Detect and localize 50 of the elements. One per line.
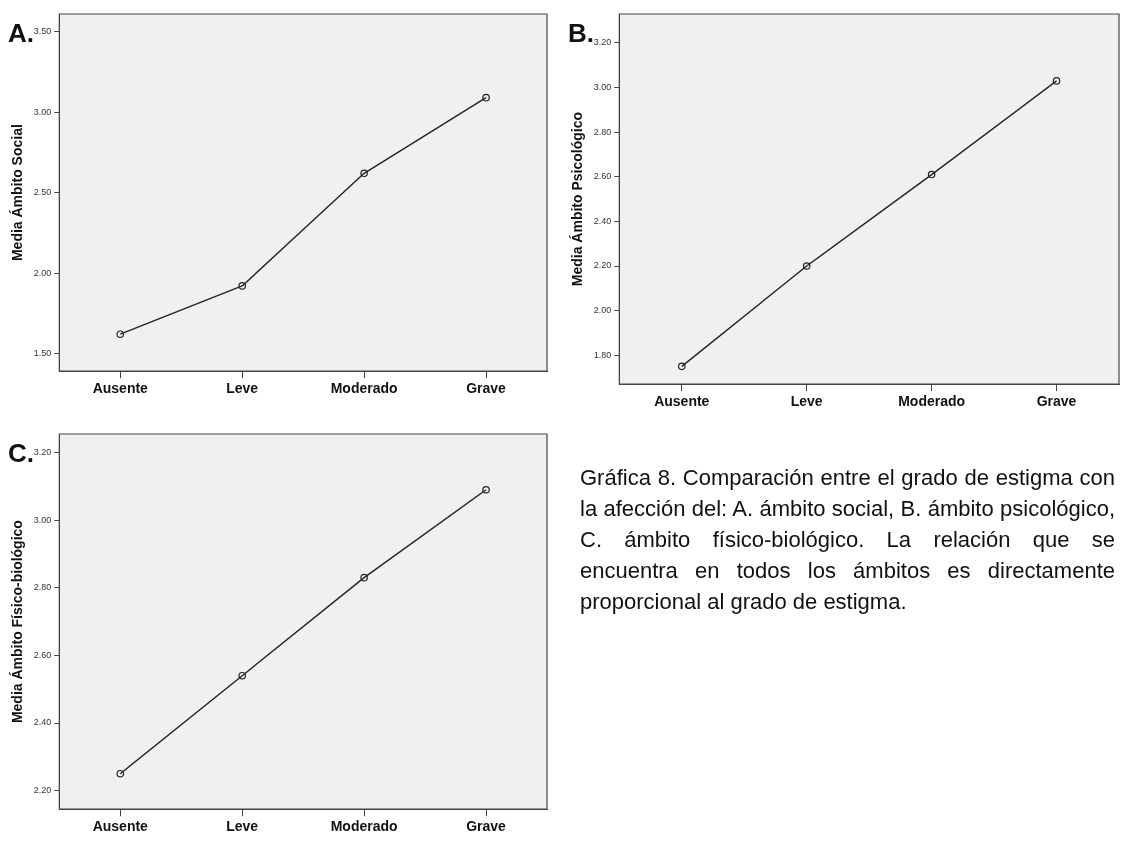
- x-tick-label: Grave: [1036, 393, 1077, 410]
- x-tick-label: Moderado: [330, 818, 398, 835]
- y-tick-label: 3.00: [33, 106, 52, 117]
- point: [677, 362, 686, 371]
- y-tick-label: 2.40: [593, 215, 612, 226]
- point: [360, 573, 368, 582]
- y-tick-label: 2.00: [33, 267, 52, 278]
- x-tick-label: Ausente: [92, 380, 149, 397]
- x-tick-label: Grave: [466, 818, 507, 835]
- point: [116, 330, 125, 338]
- point: [482, 485, 490, 494]
- x-tick-label: Ausente: [92, 818, 149, 835]
- y-tick-label: 3.20: [593, 37, 612, 48]
- y-tick-label: 1.50: [33, 347, 52, 358]
- chart-title: B.: [568, 18, 594, 49]
- y-tick-label: 3.00: [33, 514, 52, 525]
- x-tick-label: Moderado: [330, 380, 398, 397]
- chart-title: C.: [8, 438, 34, 469]
- y-tick-label: 2.20: [33, 785, 52, 796]
- y-axis-title: Media Ámbito Físico-biológico: [9, 520, 26, 724]
- y-tick-label: 2.00: [593, 305, 612, 316]
- chart-title: A.: [8, 18, 34, 49]
- x-tick-label: Ausente: [654, 393, 710, 410]
- y-tick-label: 2.60: [593, 171, 612, 182]
- point: [1052, 77, 1061, 85]
- x-tick-label: Grave: [466, 380, 507, 397]
- y-tick-label: 1.80: [593, 349, 612, 360]
- point: [116, 769, 125, 778]
- y-axis-title: Media Ámbito Psicológico: [569, 111, 586, 287]
- y-tick-label: 2.50: [33, 187, 52, 198]
- y-tick-label: 3.20: [33, 447, 52, 458]
- y-tick-label: 3.50: [33, 26, 52, 37]
- point: [238, 282, 246, 290]
- x-tick-label: Leve: [226, 380, 259, 397]
- x-tick-label: Leve: [226, 818, 259, 835]
- text: Gráfica 8. Comparación entre el grado de estigma con la afección del: A. ámbito social, B. ámbito psicológico, C. ámbito físico-biológico. La relación que se encuentra en todos los ámbitos es directamente proporcional al grado de estigma.: [580, 464, 1115, 616]
- point: [360, 169, 368, 178]
- point: [927, 170, 936, 179]
- y-axis-title: Media Ámbito Social: [9, 124, 26, 262]
- x-tick-label: Leve: [790, 393, 823, 410]
- y-tick-label: 2.20: [593, 260, 612, 271]
- point: [482, 93, 490, 102]
- y-tick-label: 2.80: [593, 126, 612, 137]
- point: [802, 262, 811, 270]
- point: [238, 671, 246, 680]
- y-tick-label: 2.60: [33, 649, 52, 660]
- x-tick-label: Moderado: [898, 393, 966, 410]
- y-tick-label: 3.00: [593, 82, 612, 93]
- y-tick-label: 2.80: [33, 582, 52, 593]
- y-tick-label: 2.40: [33, 717, 52, 728]
